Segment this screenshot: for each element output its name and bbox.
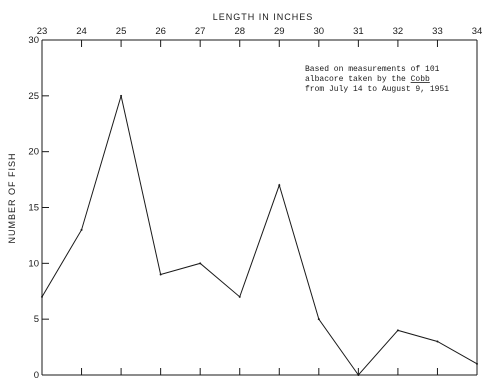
- data-point: [317, 318, 320, 321]
- y-tick-label: 15: [28, 203, 39, 214]
- y-tick-label: 10: [28, 258, 39, 269]
- y-tick-label: 20: [28, 147, 39, 158]
- series-line: [41, 95, 478, 376]
- x-tick-label: 31: [353, 26, 364, 37]
- y-tick-label: 30: [28, 35, 39, 46]
- y-axis-title: NUMBER OF FISH: [7, 152, 17, 243]
- x-tick-label: 24: [76, 26, 87, 37]
- x-tick-label: 30: [314, 26, 325, 37]
- annotation-line-2: albacore taken by the Cobb: [305, 75, 430, 84]
- data-point: [278, 184, 281, 187]
- x-axis-ticks: 23 24 25 26 27 28 29 30 31 32 33 34: [37, 26, 483, 375]
- annotation-line-1: Based on measurements of 101: [305, 65, 440, 74]
- data-point: [159, 273, 162, 276]
- x-axis-title: LENGTH IN INCHES: [213, 12, 314, 22]
- series: [41, 94, 478, 376]
- annotation-vessel-name: Cobb: [411, 75, 430, 84]
- x-tick-label: 29: [274, 26, 285, 37]
- x-tick-label: 28: [234, 26, 245, 37]
- y-tick-label: 25: [28, 91, 39, 102]
- data-point: [357, 374, 360, 376]
- data-point: [41, 295, 43, 298]
- x-tick-label: 25: [116, 26, 127, 37]
- data-point: [238, 295, 241, 298]
- y-tick-label: 0: [34, 370, 39, 380]
- data-point: [199, 262, 202, 265]
- x-tick-label: 27: [195, 26, 206, 37]
- data-point: [396, 329, 399, 332]
- x-tick-label: 26: [155, 26, 166, 37]
- annotation-line-2-prefix: albacore taken by the: [305, 75, 411, 84]
- x-tick-label: 34: [472, 26, 483, 37]
- annotation-line-3: from July 14 to August 9, 1951: [305, 85, 449, 94]
- data-point: [436, 340, 439, 343]
- annotation: Based on measurements of 101 albacore ta…: [305, 65, 449, 94]
- y-tick-label: 5: [34, 314, 39, 325]
- data-point: [120, 94, 123, 97]
- y-axis-ticks: 0 5 10 15 20 25 30: [28, 35, 49, 380]
- data-point: [80, 228, 83, 231]
- x-tick-label: 32: [393, 26, 404, 37]
- data-point: [476, 362, 478, 365]
- x-tick-label: 23: [37, 26, 48, 37]
- x-tick-label: 33: [432, 26, 443, 37]
